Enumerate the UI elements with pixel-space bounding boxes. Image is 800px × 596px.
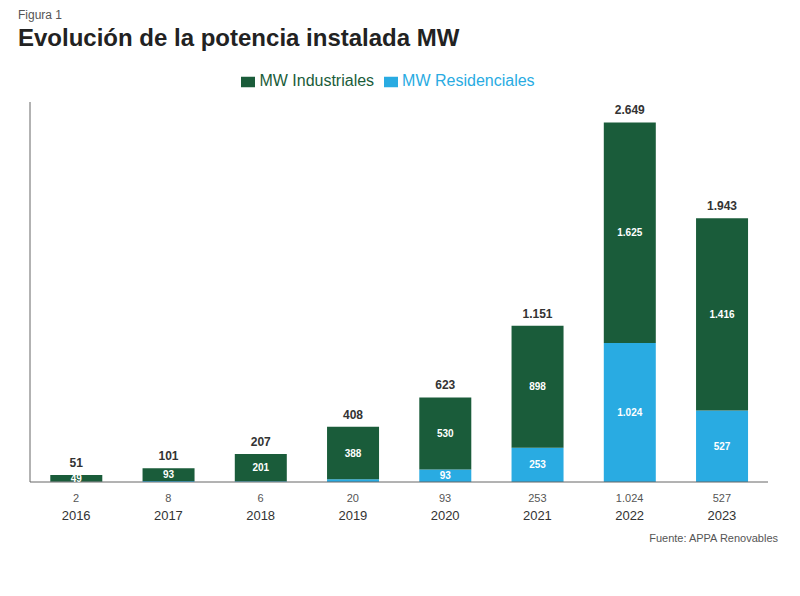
html-text:Evolución de la potencia insta: Evolución de la potencia instalada MW <box>18 24 460 51</box>
svg-text:1.625: 1.625 <box>617 227 642 238</box>
html-text:MW Industriales: MW Industriales <box>259 72 375 89</box>
svg-text:1.943: 1.943 <box>707 199 737 213</box>
svg-text:93: 93 <box>439 492 451 504</box>
html-text:MW Residenciales: MW Residenciales <box>402 72 535 89</box>
svg-text:2: 2 <box>73 492 79 504</box>
svg-text:93: 93 <box>163 469 175 480</box>
svg-text:1.024: 1.024 <box>616 492 644 504</box>
svg-text:101: 101 <box>159 449 179 463</box>
svg-text:527: 527 <box>713 492 731 504</box>
svg-text:2023: 2023 <box>707 508 736 523</box>
svg-text:253: 253 <box>529 459 546 470</box>
svg-text:2022: 2022 <box>615 508 644 523</box>
svg-text:527: 527 <box>714 441 731 452</box>
svg-text:8: 8 <box>165 492 171 504</box>
html-text:Fuente: APPA Renovables: Fuente: APPA Renovables <box>649 532 778 544</box>
svg-text:2021: 2021 <box>523 508 552 523</box>
svg-text:207: 207 <box>251 435 271 449</box>
svg-text:2019: 2019 <box>338 508 367 523</box>
svg-text:1.024: 1.024 <box>617 407 642 418</box>
html-text:Figura 1: Figura 1 <box>18 8 62 22</box>
svg-text:20: 20 <box>347 492 359 504</box>
svg-text:1.151: 1.151 <box>523 307 553 321</box>
svg-text:530: 530 <box>437 428 454 439</box>
svg-text:623: 623 <box>435 378 455 392</box>
svg-text:253: 253 <box>528 492 546 504</box>
svg-text:2018: 2018 <box>246 508 275 523</box>
svg-text:898: 898 <box>529 381 546 392</box>
svg-text:2016: 2016 <box>62 508 91 523</box>
svg-text:93: 93 <box>440 470 452 481</box>
svg-text:51: 51 <box>70 456 84 470</box>
svg-text:6: 6 <box>258 492 264 504</box>
svg-text:201: 201 <box>252 462 269 473</box>
svg-text:388: 388 <box>345 448 362 459</box>
svg-text:2.649: 2.649 <box>615 103 645 117</box>
svg-text:408: 408 <box>343 408 363 422</box>
svg-text:2020: 2020 <box>431 508 460 523</box>
svg-text:2017: 2017 <box>154 508 183 523</box>
svg-text:49: 49 <box>71 473 83 484</box>
svg-text:1.416: 1.416 <box>710 309 735 320</box>
